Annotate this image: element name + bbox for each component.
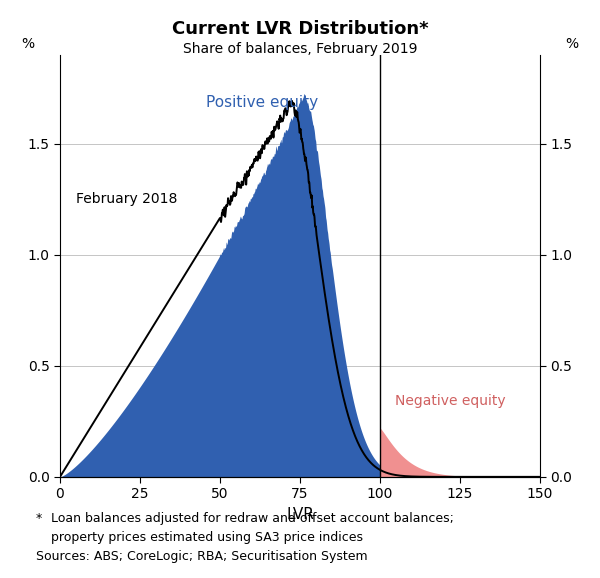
Text: Loan balances adjusted for redraw and offset account balances;: Loan balances adjusted for redraw and of…	[51, 512, 454, 524]
Text: Share of balances, February 2019: Share of balances, February 2019	[183, 42, 417, 55]
Text: *: *	[36, 512, 42, 524]
X-axis label: LVR: LVR	[286, 507, 314, 522]
Text: February 2018: February 2018	[76, 192, 178, 206]
Text: Positive equity: Positive equity	[206, 95, 317, 110]
Text: Current LVR Distribution*: Current LVR Distribution*	[172, 20, 428, 38]
Text: property prices estimated using SA3 price indices: property prices estimated using SA3 pric…	[51, 531, 363, 543]
Text: Sources: ABS; CoreLogic; RBA; Securitisation System: Sources: ABS; CoreLogic; RBA; Securitisa…	[36, 550, 368, 563]
Text: Negative equity: Negative equity	[395, 394, 506, 408]
Text: %: %	[22, 36, 35, 51]
Text: %: %	[565, 36, 578, 51]
